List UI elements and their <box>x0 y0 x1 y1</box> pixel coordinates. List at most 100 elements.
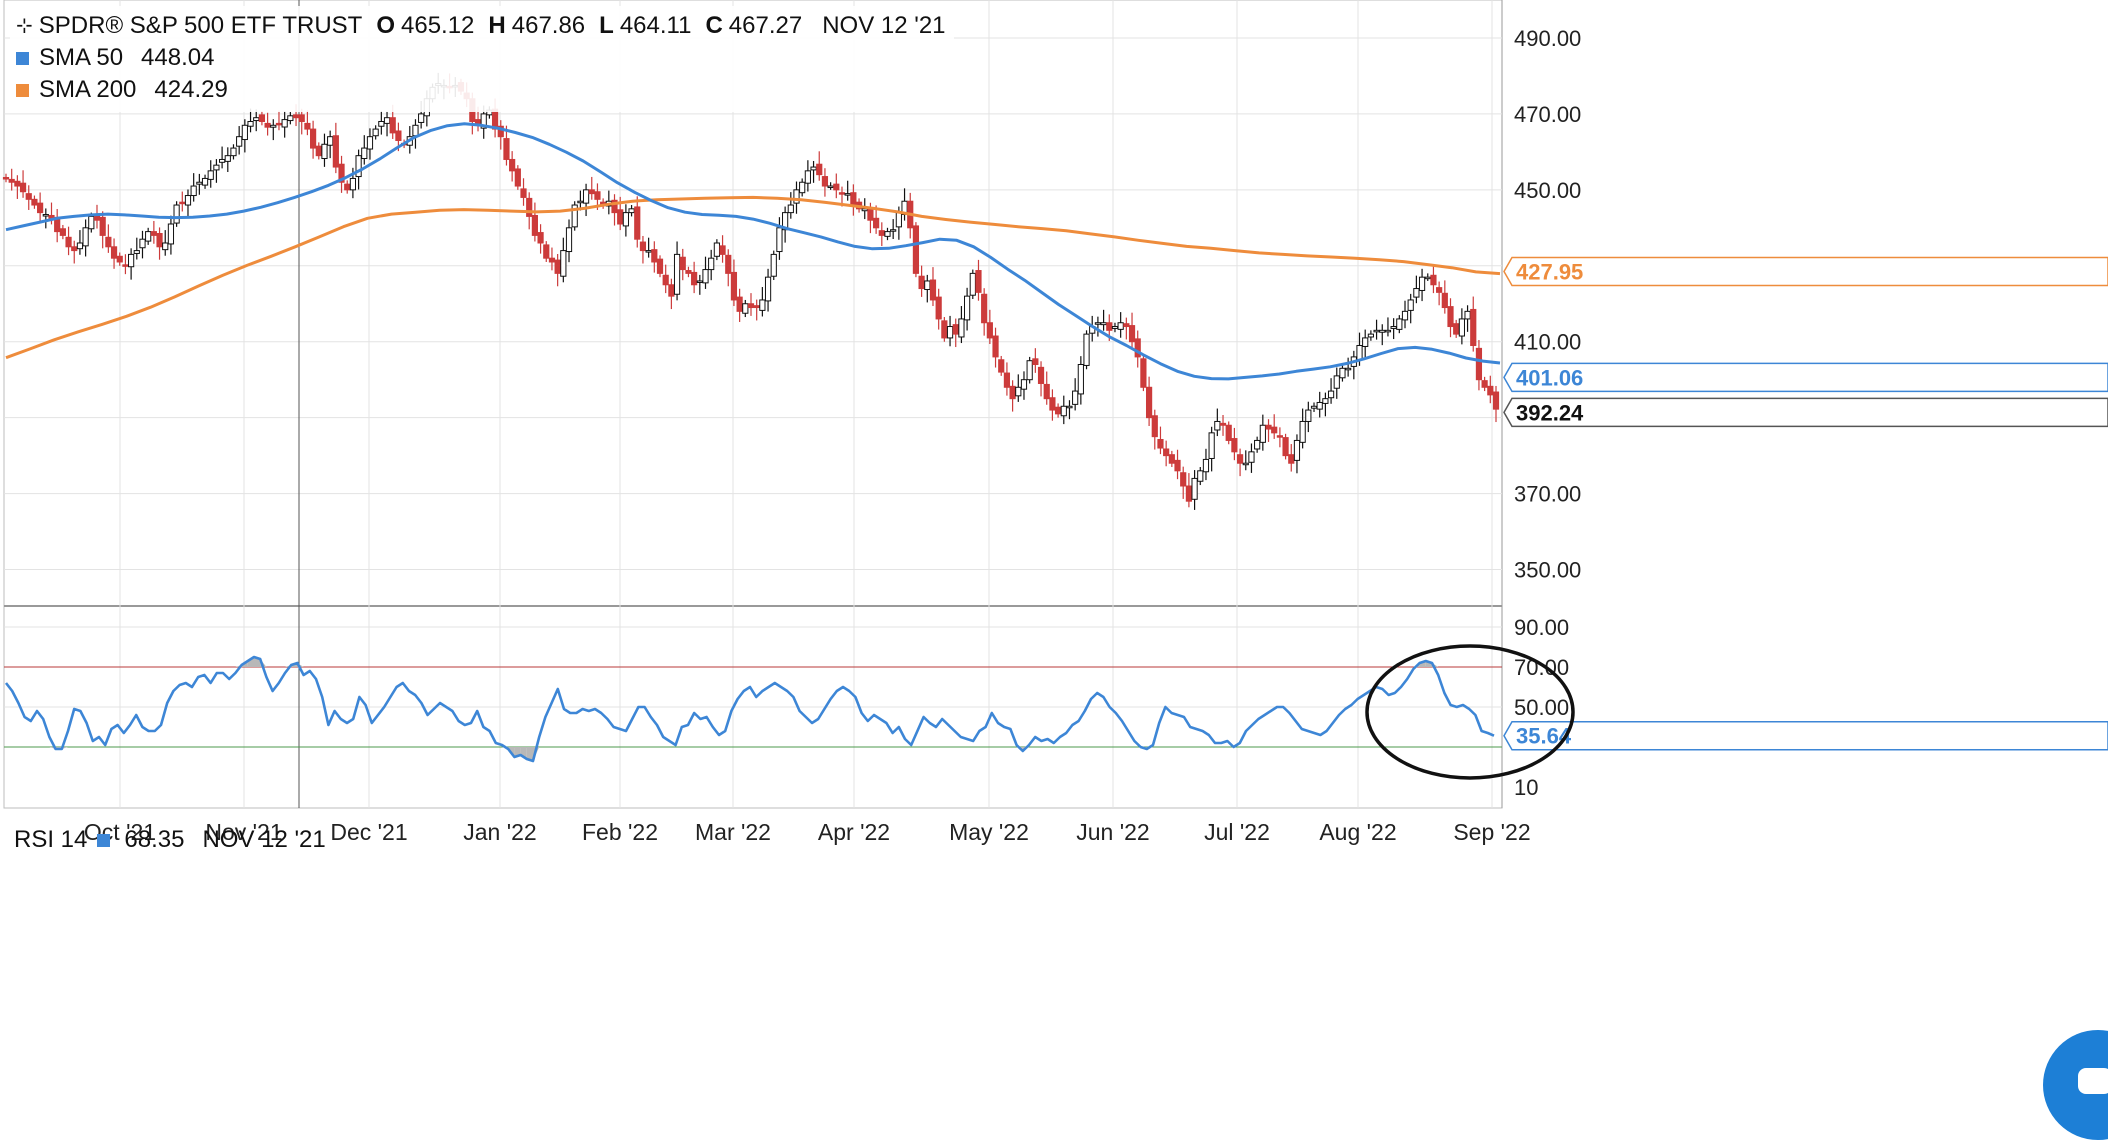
candle-body <box>184 195 192 206</box>
candle-body <box>1333 375 1340 389</box>
candle-body <box>1157 438 1164 449</box>
candle-body <box>366 136 374 150</box>
candle-body <box>560 250 567 277</box>
candle-body <box>713 242 720 257</box>
candle-body <box>253 117 260 122</box>
candle-body <box>71 246 78 252</box>
candle-body <box>1265 424 1272 430</box>
candle-body <box>952 324 959 335</box>
grid-lines <box>4 0 1502 808</box>
candle-body <box>1441 292 1448 309</box>
candle-body <box>747 303 755 309</box>
candle-body <box>1123 323 1130 328</box>
rsi-panel <box>4 655 1502 763</box>
last-price-tag: 392.24 <box>1503 397 2108 428</box>
annotation-ellipse <box>1365 644 1575 780</box>
candle-body <box>799 181 806 194</box>
candle-body <box>224 155 231 162</box>
candle-body <box>372 128 379 137</box>
candle-body <box>1447 306 1454 328</box>
candle-body <box>1379 329 1386 333</box>
candle-body <box>88 215 95 230</box>
candle-body <box>264 122 271 128</box>
candle-body <box>1163 448 1170 457</box>
last-price-tag-box <box>1503 397 2108 428</box>
candle-body <box>742 303 749 314</box>
candle-body <box>929 279 937 301</box>
candle-body <box>1009 385 1016 400</box>
candle-body <box>378 120 385 127</box>
candle-body <box>196 181 203 185</box>
candle-body <box>1225 424 1232 441</box>
sma200-price-tag: 427.95 <box>1503 256 2108 287</box>
candle-body <box>1418 276 1426 291</box>
candle-body <box>1077 364 1084 395</box>
rsi-legend: RSI 14 68.35 NOV 12 '21 <box>14 826 326 854</box>
candle-body <box>1322 398 1329 404</box>
sma200-price-tag-box <box>1503 256 2108 287</box>
candle-body <box>14 180 21 187</box>
candle-body <box>1208 432 1215 459</box>
rsi-value-tag-text: 35.64 <box>1516 724 1572 749</box>
candle-body <box>230 147 237 157</box>
rsi-date: NOV 12 '21 <box>202 826 326 853</box>
candle-body <box>275 122 283 126</box>
candle-body <box>1060 405 1067 417</box>
x-tick-label: Jan '22 <box>463 819 536 845</box>
candle-body <box>1054 406 1062 415</box>
sma50-line <box>5 122 1501 381</box>
candle-body <box>321 143 328 160</box>
candle-body <box>736 296 743 312</box>
candle-body <box>1316 401 1323 410</box>
sma50-price-tag-text: 401.06 <box>1516 365 1583 390</box>
candle-body <box>156 233 163 248</box>
x-tick-label: Sep '22 <box>1453 819 1530 845</box>
x-tick-label: Nov '21 <box>205 819 282 845</box>
legend-low-label: L <box>599 12 614 39</box>
candle-body <box>1401 310 1409 321</box>
candle-body <box>1475 347 1483 381</box>
candle-body <box>1049 397 1056 411</box>
candle-body <box>213 164 220 171</box>
candle-body <box>395 130 402 141</box>
x-tick-label: Oct '21 <box>84 819 156 845</box>
candle-body <box>179 201 186 205</box>
rsi-tick-label: 70.00 <box>1514 655 1569 680</box>
legend-sma50-row: SMA 50 448.04 <box>16 42 946 74</box>
price-tick-label: 370.00 <box>1514 482 1581 507</box>
candle-body <box>150 231 157 236</box>
candle-body <box>133 250 140 254</box>
candle-body <box>361 147 368 160</box>
candle-body <box>1299 420 1306 443</box>
crosshair-pin-icon[interactable]: ⊹ <box>16 15 33 37</box>
candle-body <box>145 231 152 242</box>
legend-open-label: O <box>376 12 395 39</box>
candle-body <box>1373 329 1380 333</box>
candle-body <box>1043 383 1050 400</box>
candle-body <box>764 276 772 302</box>
candle-body <box>1128 325 1136 343</box>
candle-body <box>565 227 573 253</box>
candle-body <box>31 198 38 206</box>
x-tick-label: Jun '22 <box>1076 819 1149 845</box>
candle-body <box>662 274 669 286</box>
candle-body <box>1037 366 1045 384</box>
sma50-price-tag-box <box>1503 362 2108 393</box>
candle-body <box>298 114 305 122</box>
candle-body <box>1072 390 1079 405</box>
candle-body <box>281 119 288 128</box>
candle-body <box>1248 451 1255 463</box>
candle-body <box>873 217 880 229</box>
candle-body <box>338 163 345 183</box>
candle-body <box>99 216 106 236</box>
candle-body <box>1481 380 1488 388</box>
candle-body <box>1436 287 1443 293</box>
candle-body <box>355 155 362 178</box>
candle-body <box>526 197 533 217</box>
candle-body <box>861 208 868 212</box>
candle-body <box>577 200 584 204</box>
candle-body <box>201 177 209 186</box>
sma200-swatch <box>16 83 29 97</box>
candle-body <box>622 212 629 227</box>
